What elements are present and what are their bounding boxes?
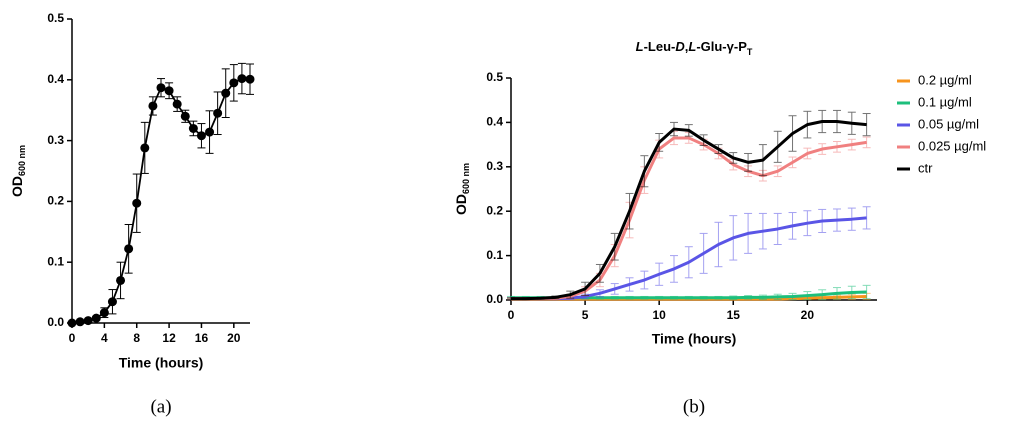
y-axis-label: OD600 nm bbox=[453, 163, 472, 215]
legend-label: 0.025 µg/ml bbox=[918, 138, 986, 153]
title-part: -Glu-γ-P bbox=[696, 39, 747, 54]
x-tick-label: 20 bbox=[227, 331, 241, 345]
title-part: L bbox=[636, 39, 644, 54]
y-tick-label: 0.4 bbox=[47, 72, 64, 86]
marker bbox=[148, 101, 158, 111]
caption: (b) bbox=[683, 396, 705, 417]
marker bbox=[140, 143, 150, 153]
x-tick-label: 10 bbox=[652, 308, 666, 322]
x-tick-label: 0 bbox=[69, 331, 76, 345]
title-part: T bbox=[747, 47, 753, 57]
series-line bbox=[511, 120, 867, 301]
caption: (a) bbox=[150, 396, 171, 417]
x-axis-label: Time (hours) bbox=[652, 331, 737, 347]
legend-label: 0.2 µg/ml bbox=[918, 72, 972, 87]
y-tick-label: 0.4 bbox=[486, 115, 503, 129]
y-tick-label: 0.0 bbox=[47, 315, 64, 329]
marker bbox=[172, 99, 182, 109]
y-tick-label: 0.1 bbox=[47, 254, 64, 268]
y-axis-label-main: OD bbox=[453, 194, 469, 215]
y-tick-label: 0.3 bbox=[47, 133, 64, 147]
y-axis-label-main: OD bbox=[9, 176, 25, 197]
marker bbox=[99, 308, 109, 318]
marker bbox=[124, 244, 134, 254]
marker bbox=[67, 318, 77, 328]
marker bbox=[91, 313, 101, 323]
y-tick-label: 0.2 bbox=[486, 203, 503, 217]
marker bbox=[196, 131, 206, 141]
y-axis-label-sub: 600 nm bbox=[17, 145, 27, 176]
marker bbox=[164, 86, 174, 96]
y-tick-label: 0.5 bbox=[486, 70, 503, 84]
marker bbox=[132, 198, 142, 208]
series-line bbox=[71, 77, 251, 324]
marker bbox=[229, 78, 239, 88]
title-part: L bbox=[688, 39, 696, 54]
title-part: , bbox=[685, 39, 689, 54]
marker bbox=[156, 83, 166, 93]
y-tick-label: 0.3 bbox=[486, 159, 503, 173]
x-tick-label: 4 bbox=[101, 331, 108, 345]
x-tick-label: 15 bbox=[727, 308, 741, 322]
x-tick-label: 5 bbox=[582, 308, 589, 322]
legend-label: ctr bbox=[918, 160, 933, 175]
legend-label: 0.1 µg/ml bbox=[918, 94, 972, 109]
x-tick-label: 12 bbox=[162, 331, 176, 345]
y-axis-label-sub: 600 nm bbox=[461, 163, 471, 194]
marker bbox=[205, 127, 215, 137]
x-axis-label: Time (hours) bbox=[119, 355, 204, 371]
title-part: D bbox=[675, 39, 685, 54]
marker bbox=[213, 108, 223, 118]
marker bbox=[188, 123, 198, 133]
x-tick-label: 16 bbox=[195, 331, 209, 345]
marker bbox=[237, 74, 247, 84]
y-tick-label: 0.5 bbox=[47, 11, 64, 25]
y-axis-label: OD600 nm bbox=[9, 145, 28, 197]
marker bbox=[221, 88, 231, 98]
chart-title: L-Leu-D,L-Glu-γ-PT bbox=[636, 39, 753, 57]
marker bbox=[75, 317, 85, 327]
legend-label: 0.05 µg/ml bbox=[918, 116, 979, 131]
title-part: -Leu- bbox=[644, 39, 676, 54]
x-tick-label: 8 bbox=[133, 331, 140, 345]
y-tick-label: 0.0 bbox=[486, 292, 503, 306]
marker bbox=[180, 111, 190, 121]
marker bbox=[116, 275, 126, 285]
marker bbox=[245, 74, 255, 84]
y-tick-label: 0.1 bbox=[486, 248, 503, 262]
y-tick-label: 0.2 bbox=[47, 194, 64, 208]
marker bbox=[83, 316, 93, 326]
x-tick-label: 20 bbox=[801, 308, 815, 322]
x-tick-label: 0 bbox=[508, 308, 515, 322]
marker bbox=[107, 297, 117, 307]
